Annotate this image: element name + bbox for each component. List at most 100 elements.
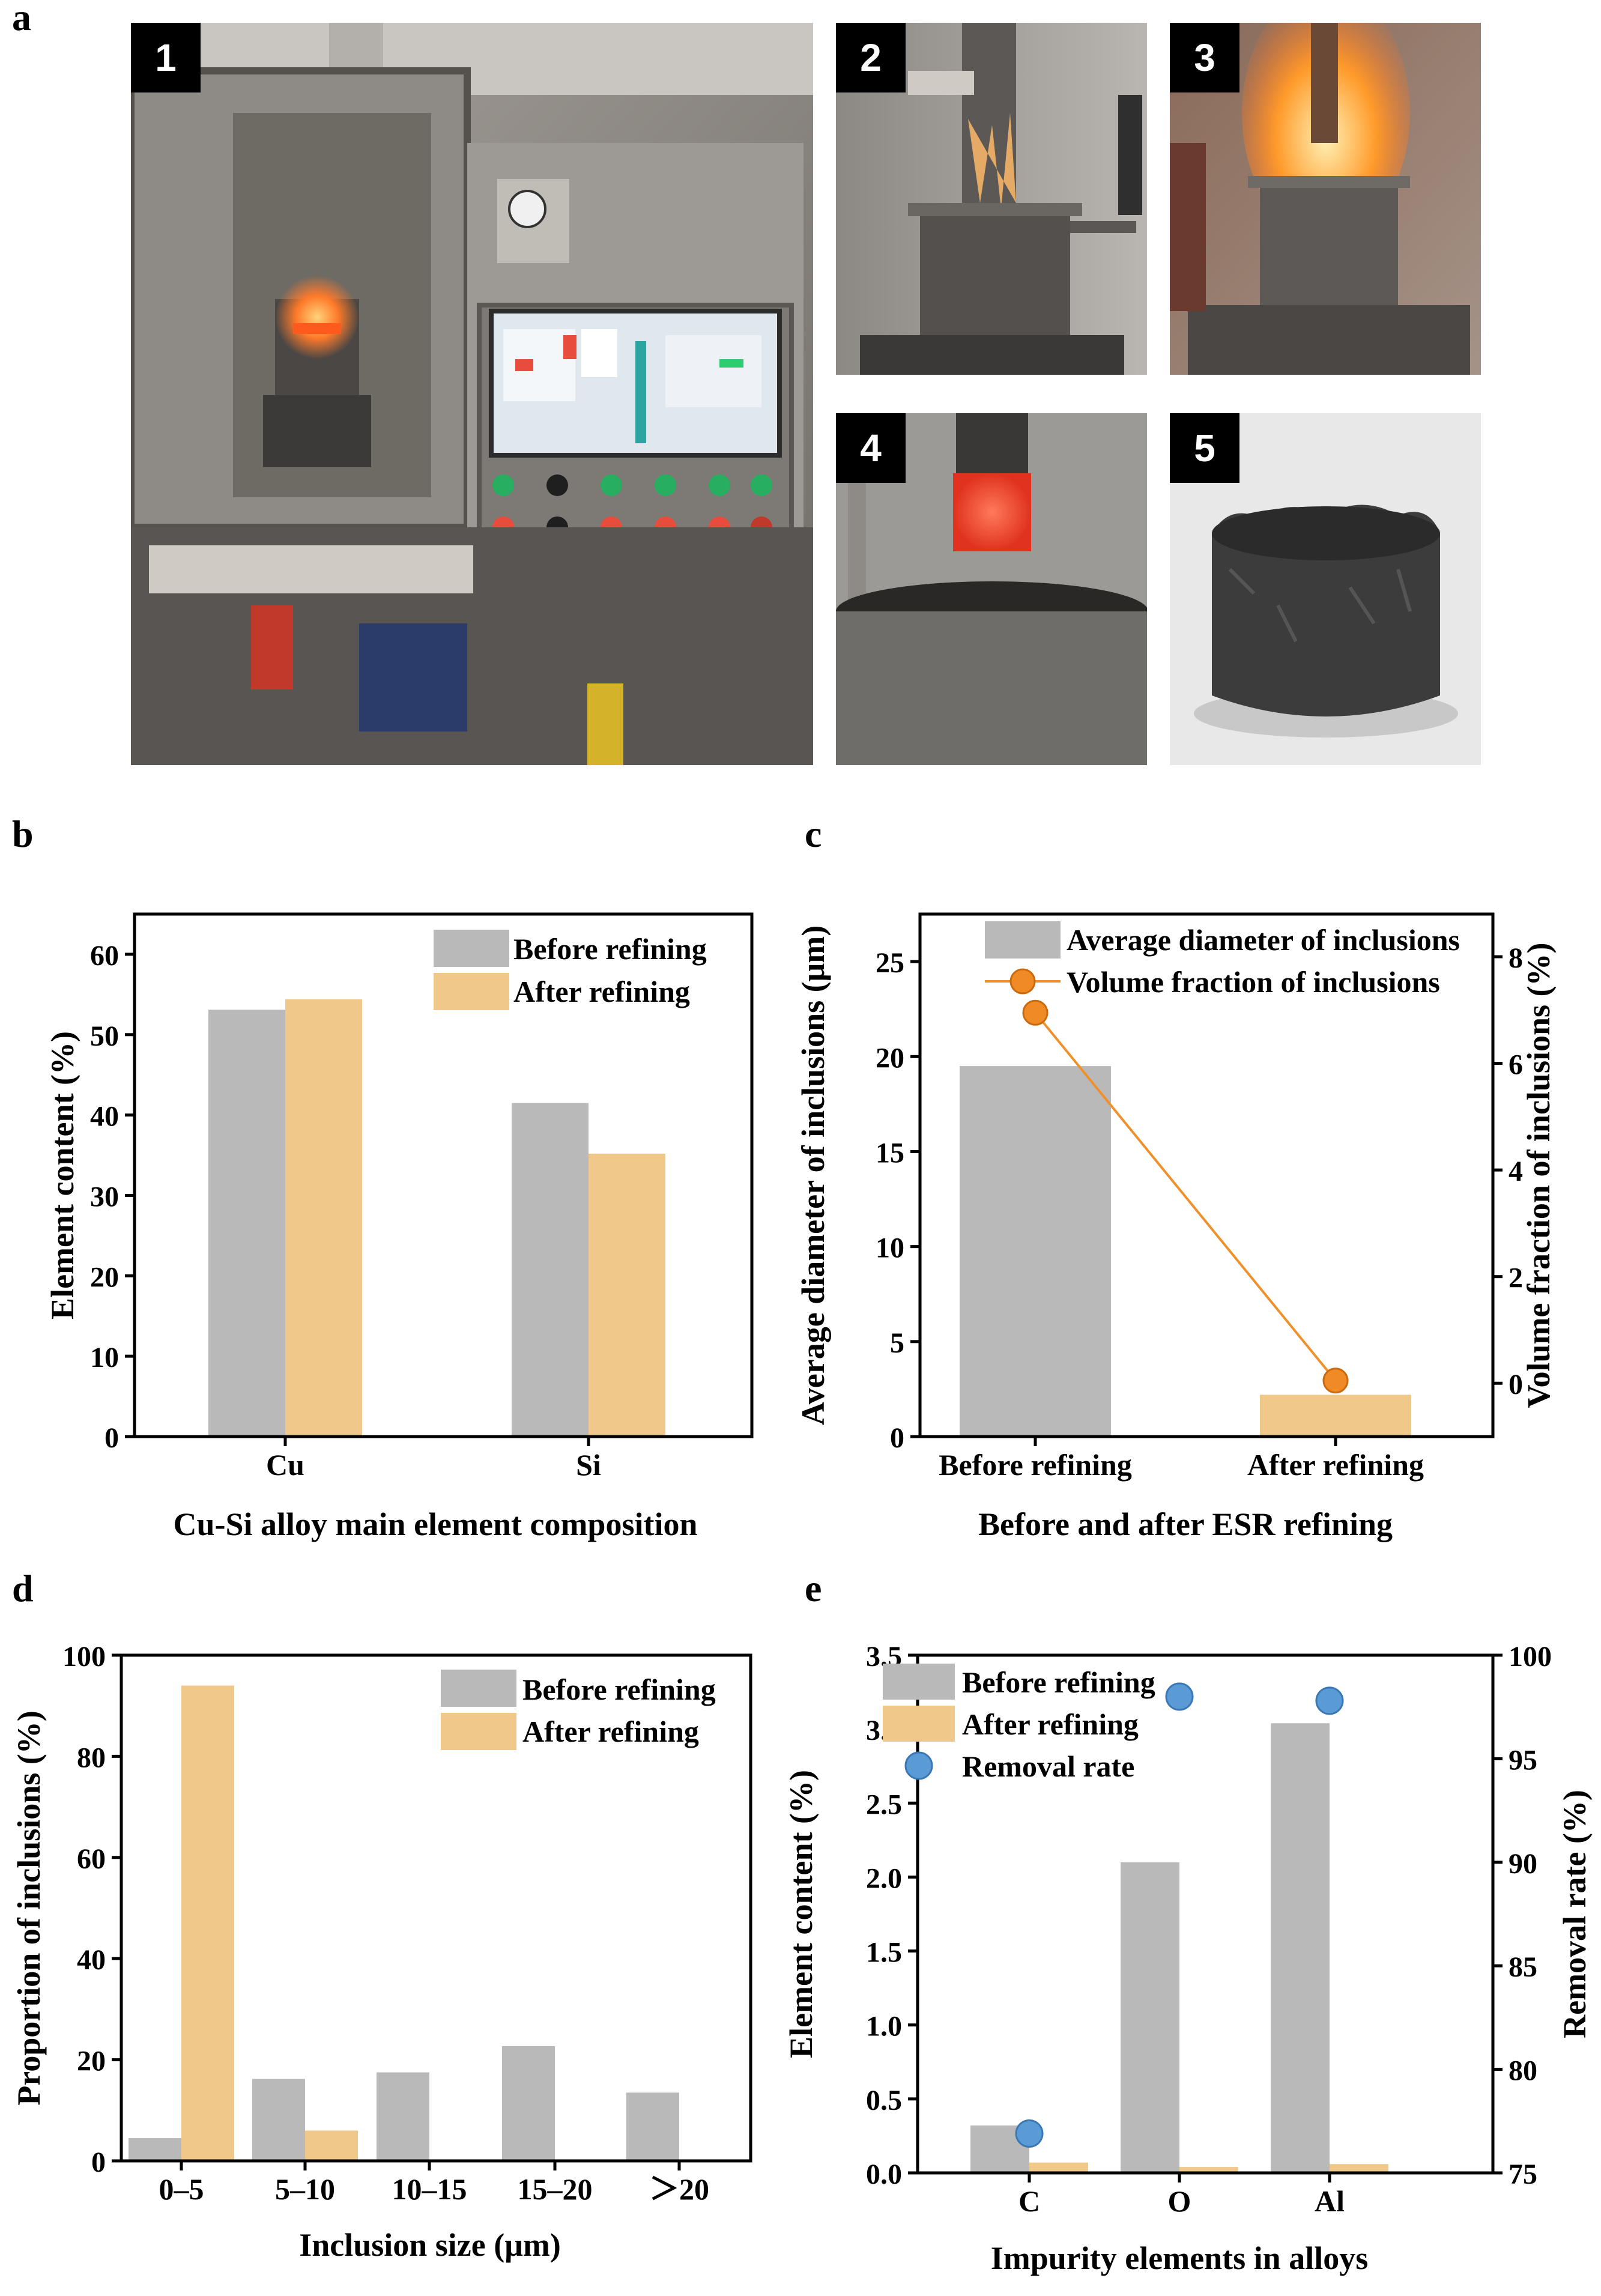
y-tick-label: 1.5 (866, 1937, 902, 1969)
plot-frame-b (133, 912, 754, 1438)
legend-label-after: After refining (962, 1707, 1139, 1741)
point-removal-rate (1165, 1682, 1194, 1711)
y-tick-label: 10 (90, 1342, 119, 1374)
x-tick-label: 15–20 (518, 2172, 593, 2206)
photo-electrode-start: 2 (836, 23, 1147, 375)
y-axis-label: Proportion of inclusions (%) (11, 1710, 47, 2106)
bar-before-refining (377, 2072, 429, 2161)
y-tick-label: 10 (876, 1232, 904, 1264)
x-axis-label: Impurity elements in alloys (991, 2240, 1369, 2276)
legend-swatch-after (441, 1713, 516, 1750)
line-volume-fraction (1034, 1011, 1337, 1382)
x-tick-label: Si (576, 1448, 601, 1482)
bar-after-refining (589, 1153, 665, 1437)
bar-before-refining (252, 2079, 305, 2161)
photo-number-badge: 2 (836, 23, 906, 92)
photo-number-badge: 3 (1170, 23, 1239, 92)
y2-tick-label: 100 (1509, 1641, 1552, 1673)
bar-before-refining (512, 1103, 589, 1437)
legend-swatch-before (441, 1670, 516, 1707)
furnace-apparatus-illustration (131, 23, 813, 765)
legend-label-average-diameter: Average diameter of inclusions (1067, 923, 1460, 957)
y-axis-label: Average diameter of inclusions (μm) (795, 925, 831, 1425)
y2-tick-label: 95 (1509, 1744, 1537, 1776)
bar-after-refining (1179, 2167, 1238, 2173)
y-tick-label: 100 (62, 1641, 106, 1673)
y2-tick-label: 2 (1509, 1262, 1523, 1294)
y-tick-label: 40 (90, 1101, 119, 1133)
x-tick-label: Before refining (939, 1448, 1132, 1482)
panel-letter-a: a (12, 0, 31, 38)
electrode-start-illustration (836, 23, 1147, 375)
y-tick-label: 0 (104, 1422, 119, 1454)
panel-letter-d: d (12, 1567, 34, 1610)
bar-before-refining (129, 2138, 181, 2161)
plot-frame-d (120, 1653, 752, 2163)
photo-number-badge: 1 (131, 23, 201, 92)
bar-after-refining (1330, 2164, 1388, 2173)
panel-letter-e: e (805, 1567, 822, 1610)
y-tick-label: 0.5 (866, 2085, 902, 2116)
legend-point-volume-fraction (1009, 968, 1036, 995)
legend-swatch-after (883, 1706, 955, 1742)
point-removal-rate (1015, 2119, 1044, 2148)
y-tick-label: 1.0 (866, 2011, 902, 2043)
y2-tick-label: 85 (1509, 1951, 1537, 1983)
bar-average-diameter (960, 1066, 1111, 1437)
point-volume-fraction (1022, 999, 1049, 1026)
x-tick-label: ＞20 (649, 2172, 709, 2206)
bar-after-refining (181, 1685, 234, 2161)
x-tick-label: O (1168, 2184, 1191, 2218)
bar-before-refining (1271, 1723, 1330, 2173)
x-axis-label: Cu-Si alloy main element composition (174, 1506, 698, 1542)
x-tick-label: 5–10 (275, 2172, 335, 2206)
y2-axis-label: Volume fraction of inclusions (%) (1521, 942, 1557, 1408)
photo-furnace-apparatus: 1 (131, 23, 813, 765)
legend-swatch-before (434, 930, 509, 967)
y-tick-label: 60 (77, 1843, 106, 1875)
legend-label-after: After refining (522, 1715, 699, 1748)
panel-letter-b: b (12, 813, 34, 855)
y-axis-label: Element content (%) (783, 1770, 819, 2058)
bar-before-refining (1121, 1862, 1179, 2173)
x-tick-label: Al (1315, 2184, 1345, 2218)
bar-after-refining (305, 2130, 358, 2161)
electrode-withdrawal-illustration (836, 413, 1147, 765)
x-tick-label: C (1018, 2184, 1040, 2218)
y-tick-label: 15 (876, 1137, 904, 1169)
legend-point-removal-rate (904, 1751, 933, 1780)
legend-swatch-average-diameter (985, 921, 1061, 959)
legend-label-before: Before refining (513, 932, 707, 966)
y2-tick-label: 80 (1509, 2055, 1537, 2087)
y-tick-label: 80 (77, 1742, 106, 1773)
x-tick-label: Cu (266, 1448, 304, 1482)
plot-frame-e (916, 1653, 1495, 2175)
point-removal-rate (1315, 1686, 1344, 1715)
plot-frame-c (918, 912, 1495, 1438)
y-tick-label: 0.0 (866, 2158, 902, 2190)
x-axis-label: Before and after ESR refining (978, 1506, 1393, 1542)
legend-label-before: Before refining (522, 1673, 716, 1706)
photo-number-badge: 5 (1170, 413, 1239, 483)
x-tick-label: 10–15 (392, 2172, 467, 2206)
y-tick-label: 20 (77, 2046, 106, 2077)
y-tick-label: 0 (91, 2146, 106, 2178)
y2-tick-label: 4 (1509, 1156, 1523, 1187)
point-volume-fraction (1322, 1368, 1349, 1394)
legend-label-volume-fraction: Volume fraction of inclusions (1067, 965, 1440, 999)
legend-swatch-after (434, 973, 509, 1010)
legend-label-before: Before refining (962, 1665, 1155, 1699)
bar-after-refining (285, 999, 362, 1437)
y-tick-label: 20 (90, 1261, 119, 1293)
x-tick-label: 0–5 (159, 2172, 204, 2206)
legend-swatch-before (883, 1664, 955, 1700)
panel-letter-c: c (805, 813, 822, 855)
y-tick-label: 50 (90, 1020, 119, 1052)
y-tick-label: 2.0 (866, 1862, 902, 1894)
y-tick-label: 40 (77, 1944, 106, 1976)
y-tick-label: 5 (890, 1327, 904, 1359)
y-tick-label: 30 (90, 1181, 119, 1213)
y-tick-label: 2.5 (866, 1789, 902, 1820)
bar-before-refining (208, 1010, 285, 1437)
